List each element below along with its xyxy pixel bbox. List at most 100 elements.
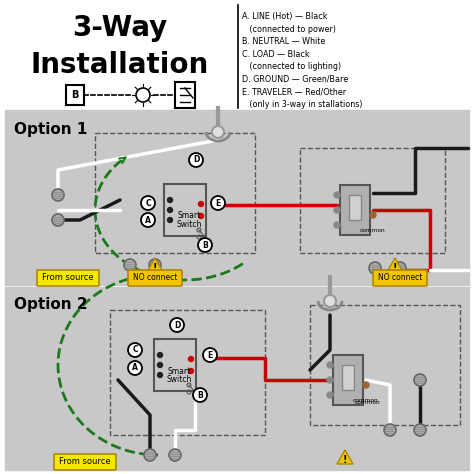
Text: B: B [71,90,79,100]
Circle shape [414,374,426,386]
Circle shape [189,368,193,374]
Text: Switch: Switch [166,374,191,383]
Circle shape [52,214,64,226]
Text: Option 1: Option 1 [14,122,87,137]
Circle shape [334,222,340,228]
Circle shape [144,449,156,461]
Circle shape [324,295,336,307]
Text: !: ! [343,455,347,465]
Polygon shape [147,258,163,272]
Circle shape [124,259,136,271]
Circle shape [198,238,212,252]
Circle shape [212,126,224,138]
Text: A. LINE (Hot) — Black: A. LINE (Hot) — Black [242,12,328,21]
Text: Option 2: Option 2 [14,297,88,312]
Circle shape [203,348,217,362]
Bar [310,305,460,425]
FancyBboxPatch shape [54,454,116,470]
Circle shape [363,382,369,388]
FancyBboxPatch shape [373,270,427,286]
Circle shape [199,213,203,219]
Circle shape [157,353,163,357]
Text: From source: From source [42,273,94,283]
Text: D: D [174,320,180,329]
Text: E. TRAVELER — Red/Other: E. TRAVELER — Red/Other [242,87,346,96]
Text: 3-Way: 3-Way [73,14,168,42]
Text: D: D [193,155,199,164]
Circle shape [52,189,64,201]
Text: NO connect: NO connect [133,273,177,283]
Text: !: ! [393,263,397,273]
Circle shape [167,218,173,222]
Circle shape [169,449,181,461]
Text: E: E [207,350,213,359]
Bar [342,365,354,390]
Bar [5,110,469,285]
Text: common: common [353,398,379,402]
Text: (connected to power): (connected to power) [242,25,336,34]
Circle shape [334,192,340,198]
Circle shape [370,212,376,218]
Bar [175,82,195,108]
Circle shape [394,262,406,274]
Circle shape [136,88,150,102]
Circle shape [170,318,184,332]
Text: C. LOAD — Black: C. LOAD — Black [242,49,310,58]
Bar [95,133,255,253]
Circle shape [157,373,163,377]
Circle shape [199,201,203,207]
Bar [340,185,370,235]
Text: Switch: Switch [176,219,202,228]
FancyBboxPatch shape [37,270,99,286]
Text: Smart: Smart [177,211,201,220]
Circle shape [167,208,173,212]
Text: common: common [360,228,386,233]
Text: From source: From source [59,457,111,466]
Text: E: E [215,199,220,208]
Circle shape [211,196,225,210]
Circle shape [128,361,142,375]
Circle shape [128,343,142,357]
Text: Installation: Installation [31,51,209,79]
Circle shape [193,388,207,402]
Circle shape [334,207,340,213]
Circle shape [189,153,203,167]
Circle shape [327,392,333,398]
Circle shape [369,262,381,274]
Bar [164,184,206,236]
Text: !: ! [153,263,157,273]
Bar [66,85,84,105]
Circle shape [141,196,155,210]
Text: NO connect: NO connect [378,273,422,283]
Circle shape [327,377,333,383]
Text: C: C [145,199,151,208]
Circle shape [167,198,173,202]
Circle shape [384,424,396,436]
Circle shape [149,259,161,271]
Bar [333,355,363,405]
Polygon shape [387,258,403,272]
Circle shape [157,363,163,367]
Circle shape [141,213,155,227]
Text: (connected to lighting): (connected to lighting) [242,62,341,71]
Text: C: C [132,346,138,355]
Bar [300,148,445,253]
Text: (only in 3-way in stallations): (only in 3-way in stallations) [242,100,363,109]
FancyBboxPatch shape [128,270,182,286]
Text: Smart: Smart [167,366,191,375]
Text: A: A [132,364,138,373]
Circle shape [414,424,426,436]
Circle shape [327,362,333,368]
Polygon shape [337,450,353,464]
Circle shape [189,356,193,362]
Text: B. NEUTRAL — White: B. NEUTRAL — White [242,37,325,46]
Text: D. GROUND — Green/Bare: D. GROUND — Green/Bare [242,74,348,83]
Text: B: B [202,240,208,249]
Bar [349,195,361,220]
Bar [154,339,196,391]
Bar [110,310,265,435]
Text: A: A [145,216,151,225]
Bar [5,287,469,470]
Text: B: B [197,391,203,400]
Text: common: common [355,400,381,404]
